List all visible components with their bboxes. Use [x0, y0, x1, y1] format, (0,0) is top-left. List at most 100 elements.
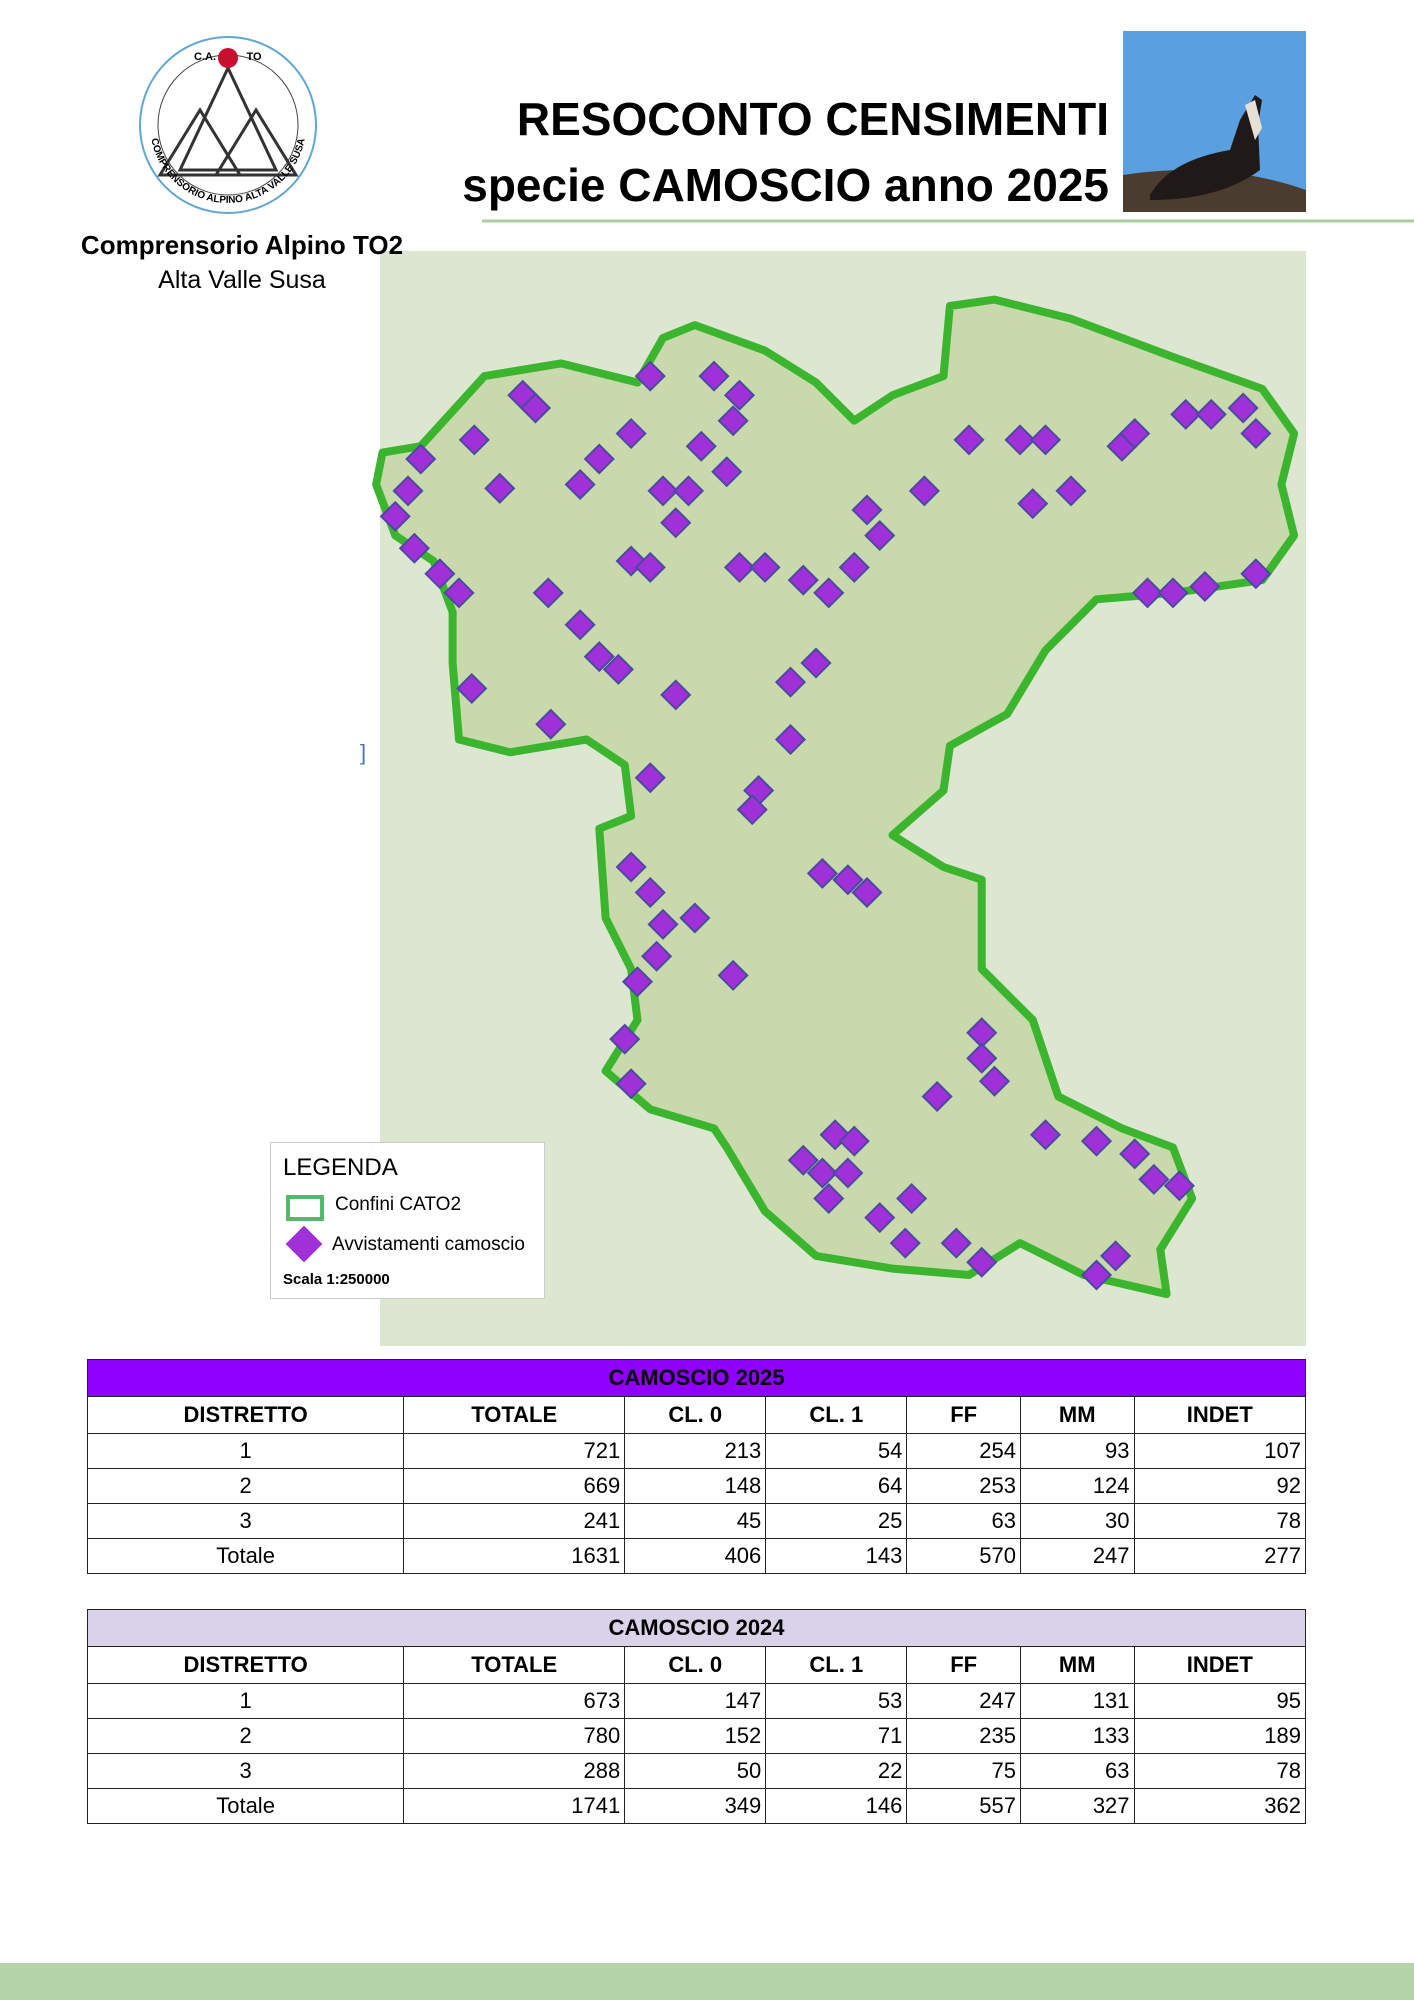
sighting [787, 564, 819, 596]
sighting [1163, 1170, 1195, 1202]
sighting [1119, 417, 1151, 450]
cell: 1631 [403, 1538, 626, 1574]
sighting [787, 1144, 819, 1176]
sighting [660, 507, 692, 539]
column-header: FF [906, 1396, 1021, 1434]
cell: 54 [765, 1433, 908, 1469]
header-row: DISTRETTO TOTALE CL. 0 CL. 1 FF MM INDET [86, 1396, 1307, 1434]
sighting [1170, 398, 1202, 430]
cell: 247 [906, 1683, 1021, 1719]
census-table: CAMOSCIO 2025 DISTRETTO TOTALE CL. 0 CL. 1 FF… [86, 1359, 1307, 1574]
column-header: MM [1019, 1646, 1135, 1684]
header-row: DISTRETTO TOTALE CL. 0 CL. 1 FF MM INDET [86, 1646, 1307, 1684]
cell: 147 [624, 1683, 767, 1719]
sighting [1189, 570, 1221, 603]
cell: 673 [403, 1683, 626, 1719]
column-header: CL. 1 [765, 1396, 908, 1434]
sighting [443, 577, 475, 609]
legend-swatch-diamond [285, 1225, 323, 1263]
org-name: Comprensorio Alpino TO2 [80, 230, 404, 260]
data-row: 1 673 147 53 247 131 95 [86, 1683, 1307, 1719]
cell: 107 [1133, 1433, 1307, 1469]
sighting [966, 1042, 998, 1074]
sighting [1100, 1240, 1132, 1272]
sighting [484, 472, 516, 504]
sighting [535, 708, 567, 740]
sighting [615, 851, 647, 883]
sighting [1029, 424, 1062, 456]
cell: 93 [1019, 1433, 1135, 1469]
cell: 78 [1133, 1753, 1307, 1789]
sighting [532, 577, 564, 609]
sighting [800, 647, 832, 679]
sighting [634, 360, 666, 392]
sighting [838, 1125, 870, 1157]
sighting [1080, 1125, 1113, 1157]
sighting [615, 1068, 647, 1100]
sighting [864, 519, 896, 552]
sighting [1004, 424, 1036, 456]
data-row: 3 288 50 22 75 63 78 [86, 1753, 1307, 1789]
column-header: INDET [1133, 1646, 1307, 1684]
column-header: CL. 0 [624, 1396, 767, 1434]
sighting [672, 475, 705, 507]
cell: 75 [906, 1753, 1021, 1789]
sighting [1227, 392, 1259, 424]
sighting [424, 558, 456, 590]
photo [1123, 31, 1306, 212]
sighting [723, 551, 756, 583]
cell: 327 [1019, 1788, 1135, 1824]
data-row: Totale 1631 406 143 570 247 277 [86, 1538, 1307, 1574]
cell: 53 [765, 1683, 908, 1719]
map-inner [376, 299, 1295, 1295]
sighting [864, 1202, 896, 1234]
column-header: INDET [1133, 1396, 1307, 1434]
sighting [679, 902, 711, 934]
sighting [1240, 417, 1272, 450]
sighting [940, 1227, 972, 1259]
title-line2: specie CAMOSCIO anno 2025 [462, 159, 1109, 211]
data-row: 3 241 45 25 63 30 78 [86, 1503, 1307, 1539]
legend: LEGENDA Confini CATO2 Avvistamenti camos… [270, 1142, 545, 1299]
sighting [398, 532, 430, 564]
sighting [717, 959, 749, 991]
sighting [749, 551, 781, 583]
sighting [953, 424, 985, 456]
sighting [889, 1227, 921, 1259]
data-row: 2 669 148 64 253 124 92 [86, 1468, 1307, 1504]
column-header: CL. 0 [624, 1646, 767, 1684]
column-header: DISTRETTO [86, 1646, 405, 1684]
cell: 64 [765, 1468, 908, 1504]
sighting [583, 443, 615, 475]
legend-item: Avvistamenti camoscio [332, 1234, 525, 1255]
sighting [723, 379, 756, 411]
row-label: Totale [86, 1538, 405, 1574]
cell: 189 [1133, 1718, 1307, 1754]
sighting [634, 876, 666, 909]
data-row: Totale 1741 349 146 557 327 362 [86, 1788, 1307, 1824]
cell: 131 [1019, 1683, 1135, 1719]
cell: 63 [906, 1503, 1021, 1539]
cell: 152 [624, 1718, 767, 1754]
cell: 25 [765, 1503, 908, 1539]
sighting [564, 468, 596, 501]
sighting [806, 857, 838, 889]
sighting [602, 653, 634, 685]
cell: 570 [906, 1538, 1021, 1574]
cell: 253 [906, 1468, 1021, 1504]
sighting [838, 551, 870, 583]
row-label: 1 [86, 1683, 405, 1719]
table-title: CAMOSCIO 2025 [87, 1359, 1306, 1397]
sighting [379, 500, 411, 532]
census-table: CAMOSCIO 2024 DISTRETTO TOTALE CL. 0 CL. 1 FF… [86, 1609, 1307, 1824]
sighting [634, 762, 666, 794]
legend-title: LEGENDA [283, 1154, 398, 1181]
cell: 133 [1019, 1718, 1135, 1754]
sighting [832, 1157, 864, 1189]
sighting [615, 417, 647, 450]
cell: 78 [1133, 1503, 1307, 1539]
cell: 22 [765, 1753, 908, 1789]
cell: 241 [403, 1503, 626, 1539]
cell: 277 [1133, 1538, 1307, 1574]
sighting [774, 666, 807, 698]
